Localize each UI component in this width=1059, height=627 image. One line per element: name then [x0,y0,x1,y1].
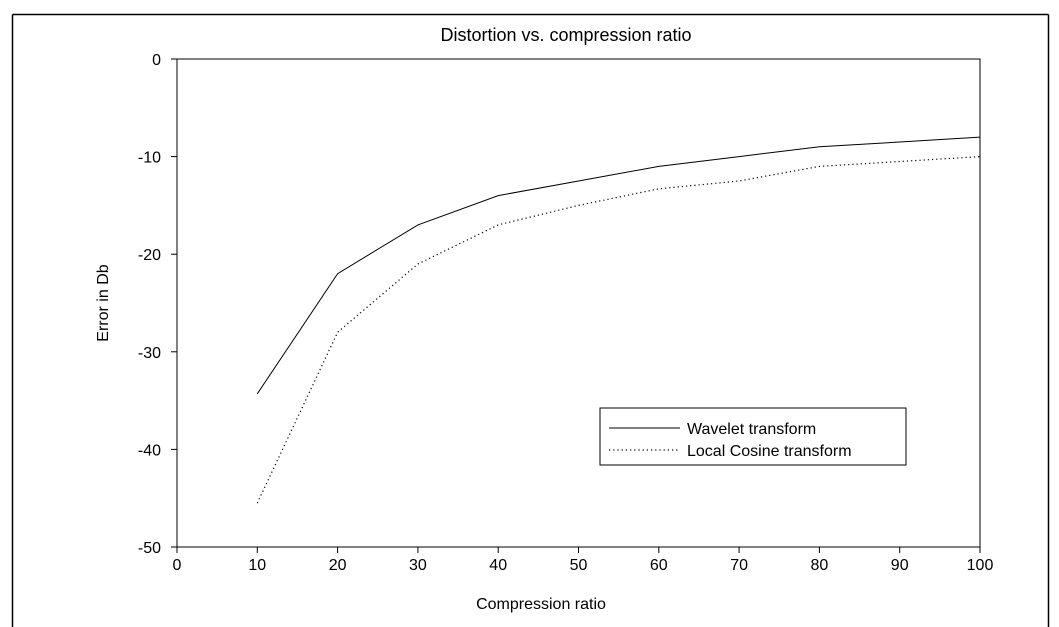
x-axis: 0 10 20 30 40 50 60 70 80 90 100 [173,547,994,574]
series-line-wavelet [256,136,981,395]
legend-label-local-cosine: Local Cosine transform [687,443,852,460]
y-tick-label: -20 [138,247,161,264]
x-tick-label: 10 [248,557,266,574]
x-tick-label: 60 [650,557,668,574]
x-tick-label: 0 [173,557,182,574]
y-tick-label: -30 [138,345,161,362]
x-tick-label: 30 [409,557,427,574]
y-tick-label: 0 [152,52,161,69]
x-tick-label: 80 [811,557,829,574]
legend: Wavelet transform Local Cosine transform [599,407,907,466]
y-tick-label: -10 [138,150,161,167]
x-tick-label: 50 [570,557,588,574]
y-axis-title: Error in Db [95,264,112,341]
y-tick-label: -40 [138,442,161,459]
x-tick-label: 70 [730,557,748,574]
x-axis-title: Compression ratio [476,596,606,613]
legend-box [599,407,907,466]
y-tick-label: -50 [138,540,161,557]
series-layer [256,136,981,504]
legend-label-wavelet: Wavelet transform [687,421,816,438]
chart-title: Distortion vs. compression ratio [440,25,691,45]
plot-area [176,58,981,548]
y-axis: 0 -10 -20 -30 -40 -50 [138,52,177,557]
x-tick-label: 90 [891,557,909,574]
x-tick-label: 40 [489,557,507,574]
x-tick-label: 20 [329,557,347,574]
x-tick-label: 100 [967,557,994,574]
